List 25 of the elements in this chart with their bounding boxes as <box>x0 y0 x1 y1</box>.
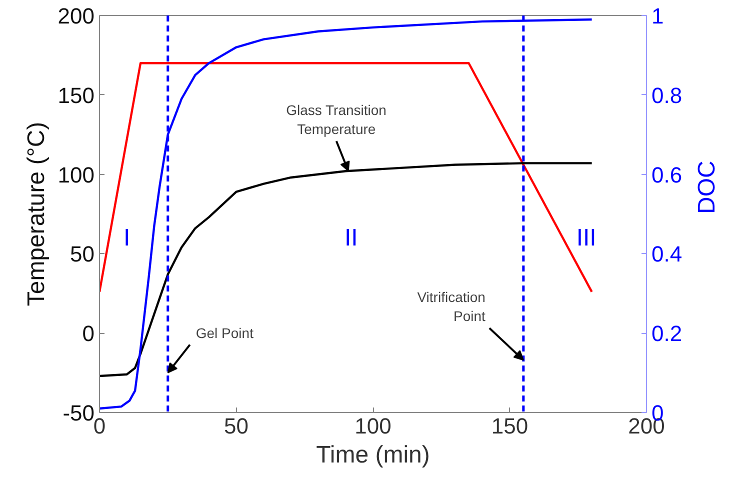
y-tick-label: 150 <box>58 82 95 108</box>
annotation: Vitrification Point <box>417 288 486 324</box>
x-tick-label: 100 <box>354 414 392 438</box>
y-tick-label: 50 <box>70 242 95 267</box>
y-tick-label: -50 <box>62 400 94 426</box>
x-tick-label: 150 <box>491 414 528 438</box>
y-tick-label: 200 <box>58 4 95 28</box>
y2-tick-label: 0.4 <box>652 242 682 267</box>
y2-tick-label: 0.2 <box>652 321 682 346</box>
line-series <box>100 18 593 410</box>
y-axis-title: Temperature (°C) <box>22 122 50 306</box>
x-axis-title: Time (min) <box>316 442 430 468</box>
y2-axis-title: DOC <box>694 160 721 214</box>
x-tick-label: 50 <box>224 414 248 438</box>
line-series <box>100 162 593 378</box>
y2-tick-label: 0.8 <box>652 82 682 108</box>
y2-tick-label: 0.6 <box>652 162 682 188</box>
annotation: III <box>576 224 596 252</box>
y2-tick-label: 1 <box>652 4 664 28</box>
annotation: Gel Point <box>196 324 254 341</box>
annotation: II <box>344 224 358 252</box>
y-tick-label: 100 <box>58 162 95 188</box>
y-tick-label: 0 <box>82 321 95 346</box>
annotation: Glass Transition Temperature <box>286 102 386 138</box>
annotation: I <box>124 224 130 252</box>
